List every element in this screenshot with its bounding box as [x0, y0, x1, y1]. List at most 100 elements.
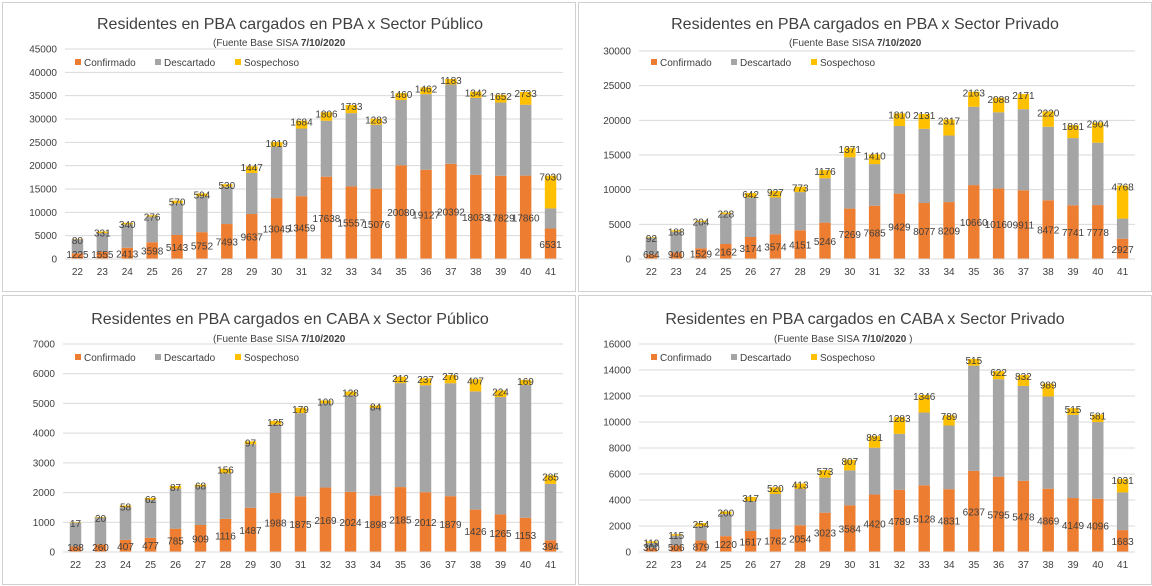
data-label-sospechoso: 125: [267, 418, 284, 429]
data-label-confirmado: 4151: [789, 241, 812, 252]
data-label-confirmado: 909: [192, 534, 209, 545]
data-label-confirmado: 3598: [141, 247, 164, 258]
legend-swatch-sospechoso: [811, 59, 817, 65]
data-label-sospechoso: 1410: [863, 151, 886, 162]
data-label-sospechoso: 832: [1015, 372, 1032, 383]
x-tick-label: 28: [220, 560, 232, 571]
bar-descartado: [1117, 219, 1128, 239]
data-label-confirmado: 4149: [1062, 521, 1085, 532]
x-tick-label: 33: [919, 267, 931, 278]
x-tick-label: 40: [1092, 560, 1104, 571]
legend-swatch-confirmado: [75, 354, 81, 360]
data-label-sospechoso: 570: [169, 198, 186, 209]
data-label-sospechoso: 2904: [1087, 120, 1110, 131]
x-tick-label: 35: [968, 560, 980, 571]
data-label-sospechoso: 128: [342, 388, 359, 399]
data-label-sospechoso: 1183: [440, 76, 462, 87]
chart-panel-caba-publico: Residentes en PBA cargados en CABA x Sec…: [2, 295, 576, 585]
x-tick-label: 25: [147, 267, 159, 278]
x-tick-label: 40: [520, 267, 532, 278]
bar-descartado: [246, 173, 257, 214]
y-tick-label: 0: [51, 255, 57, 266]
data-label-sospechoso: 1283: [888, 414, 911, 425]
data-label-confirmado: 2927: [1111, 245, 1134, 256]
data-label-confirmado: 8077: [913, 227, 936, 238]
data-label-sospechoso: 1176: [814, 167, 836, 178]
x-tick-label: 37: [1018, 560, 1030, 571]
data-label-confirmado: 8472: [1037, 226, 1060, 237]
data-label-sospechoso: 87: [170, 483, 182, 494]
x-tick-label: 24: [695, 560, 707, 571]
x-tick-label: 36: [420, 560, 432, 571]
data-label-confirmado: 4420: [863, 519, 886, 530]
y-tick-label: 4000: [609, 496, 632, 507]
bar-descartado: [221, 187, 232, 224]
data-label-confirmado: 394: [542, 542, 559, 553]
data-label-sospechoso: 100: [317, 397, 334, 408]
data-label-sospechoso: 97: [245, 438, 257, 449]
x-tick-label: 26: [745, 560, 757, 571]
x-tick-label: 39: [1067, 267, 1079, 278]
legend-label-descartado: Descartado: [164, 58, 216, 69]
data-label-confirmado: 2162: [715, 248, 738, 259]
data-label-confirmado: 4096: [1087, 521, 1110, 532]
y-tick-label: 15000: [29, 185, 57, 196]
data-label-confirmado: 3174: [739, 244, 762, 255]
data-label-confirmado: 9429: [888, 222, 911, 233]
bar-descartado: [844, 470, 855, 505]
x-tick-label: 27: [195, 560, 207, 571]
bar-descartado: [993, 379, 1004, 477]
x-tick-label: 23: [97, 267, 109, 278]
x-tick-label: 35: [395, 560, 407, 571]
data-label-sospechoso: 2131: [913, 111, 936, 122]
legend-swatch-confirmado: [75, 59, 81, 65]
y-tick-label: 1000: [33, 518, 56, 529]
legend-swatch-descartado: [155, 59, 161, 65]
x-tick-label: 29: [245, 560, 257, 571]
x-tick-label: 24: [120, 560, 132, 571]
data-label-sospechoso: 515: [1065, 405, 1082, 416]
bar-descartado: [220, 473, 232, 518]
data-label-confirmado: 2169: [314, 516, 337, 527]
data-label-confirmado: 1153: [515, 531, 537, 542]
y-tick-label: 12000: [603, 392, 631, 403]
data-label-confirmado: 785: [167, 536, 184, 547]
data-label-confirmado: 3023: [814, 528, 837, 539]
data-label-confirmado: 4869: [1037, 516, 1060, 527]
y-tick-label: 6000: [33, 369, 56, 380]
data-label-confirmado: 4789: [888, 517, 911, 528]
y-tick-label: 2000: [609, 522, 632, 533]
data-label-confirmado: 10160: [985, 220, 1013, 231]
bar-descartado: [819, 178, 830, 222]
x-tick-label: 32: [321, 267, 333, 278]
chart-subtitle: (Fuente Base SISA 7/10/2020: [789, 38, 922, 49]
data-label-sospechoso: 1031: [1111, 476, 1134, 487]
data-label-sospechoso: 1861: [1062, 122, 1085, 133]
x-tick-label: 27: [196, 267, 208, 278]
data-label-sospechoso: 581: [1089, 411, 1106, 422]
data-label-sospechoso: 2088: [987, 95, 1010, 106]
data-label-confirmado: 5478: [1012, 512, 1035, 523]
legend-swatch-descartado: [731, 354, 737, 360]
data-label-confirmado: 1617: [739, 537, 762, 548]
data-label-sospechoso: 413: [792, 481, 809, 492]
y-tick-label: 10000: [29, 208, 57, 219]
data-label-confirmado: 1487: [239, 526, 262, 537]
data-label-sospechoso: 891: [866, 433, 883, 444]
bar-descartado: [445, 85, 456, 164]
data-label-confirmado: 17860: [512, 213, 540, 224]
data-label-sospechoso: 285: [542, 472, 559, 483]
bar-descartado: [1067, 138, 1078, 205]
x-tick-label: 25: [720, 267, 732, 278]
x-tick-label: 32: [894, 267, 906, 278]
legend-swatch-confirmado: [651, 354, 657, 360]
chart-pba-privado: Residentes en PBA cargados en PBA x Sect…: [579, 3, 1151, 293]
data-label-sospechoso: 331: [94, 229, 111, 240]
bar-descartado: [295, 413, 307, 496]
data-label-sospechoso: 1342: [465, 89, 488, 100]
bar-descartado: [320, 403, 332, 487]
legend-label-sospechoso: Sospechoso: [820, 58, 875, 69]
data-label-sospechoso: 2171: [1012, 91, 1035, 102]
legend-label-sospechoso: Sospechoso: [244, 353, 299, 364]
data-label-confirmado: 1988: [264, 518, 287, 529]
